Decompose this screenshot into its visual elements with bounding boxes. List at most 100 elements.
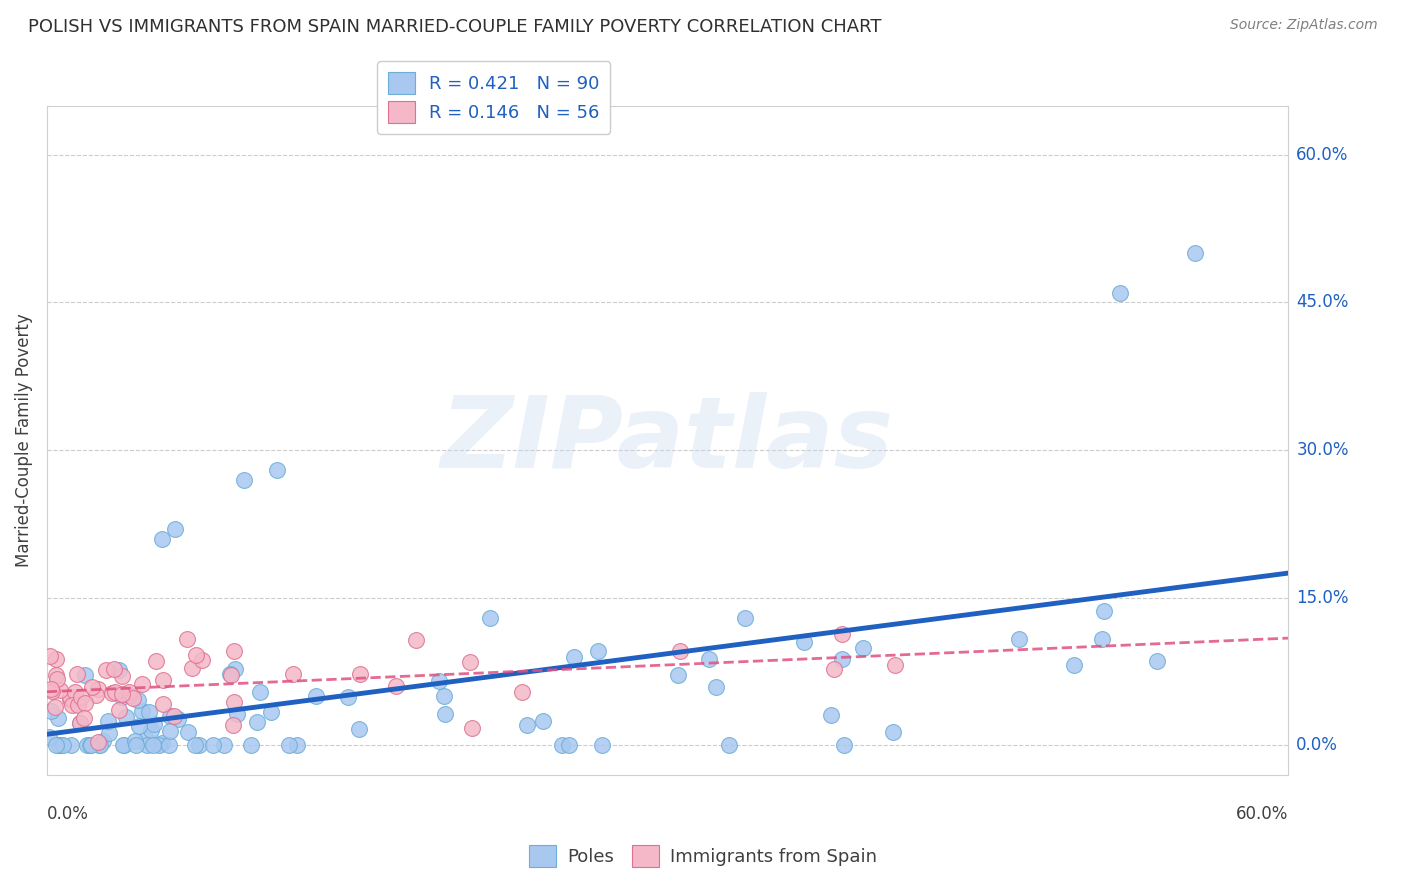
Text: 60.0%: 60.0%	[1296, 145, 1348, 164]
Point	[52, 739, 75, 753]
Point	[80, 739, 103, 753]
Point	[145, 654, 167, 668]
Point	[141, 723, 163, 738]
Point	[63, 685, 86, 699]
Point	[176, 632, 198, 647]
Point	[187, 739, 209, 753]
Point	[69, 716, 91, 731]
Point	[281, 666, 304, 681]
Point	[433, 707, 456, 722]
Point	[70, 690, 93, 704]
Point	[104, 685, 127, 699]
Point	[39, 704, 62, 718]
Point	[41, 682, 63, 697]
Point	[1008, 632, 1031, 647]
Point	[181, 661, 204, 675]
Point	[44, 699, 66, 714]
Point	[157, 739, 180, 753]
Y-axis label: Married-Couple Family Poverty: Married-Couple Family Poverty	[15, 313, 32, 567]
Point	[66, 698, 89, 712]
Point	[176, 725, 198, 739]
Point	[142, 739, 165, 753]
Point	[111, 690, 134, 705]
Point	[718, 739, 741, 753]
Point	[75, 696, 97, 710]
Text: 0.0%: 0.0%	[46, 805, 89, 823]
Point	[82, 680, 104, 694]
Point	[433, 689, 456, 703]
Text: 0.0%: 0.0%	[1296, 737, 1339, 755]
Text: ZIPatlas: ZIPatlas	[441, 392, 894, 489]
Point	[184, 739, 207, 753]
Point	[531, 714, 554, 729]
Point	[59, 690, 82, 704]
Point	[287, 739, 309, 753]
Point	[1146, 654, 1168, 668]
Point	[135, 732, 157, 747]
Point	[558, 739, 581, 753]
Point	[38, 730, 60, 744]
Point	[45, 652, 67, 666]
Point	[96, 663, 118, 677]
Point	[100, 686, 122, 700]
Point	[118, 688, 141, 702]
Point	[98, 726, 121, 740]
Point	[278, 739, 301, 753]
Point	[591, 739, 613, 753]
Point	[1184, 246, 1206, 260]
Point	[159, 724, 181, 739]
Point	[124, 739, 146, 753]
Point	[163, 709, 186, 723]
Point	[111, 669, 134, 683]
Point	[150, 736, 173, 750]
Point	[222, 717, 245, 731]
Point	[224, 662, 246, 676]
Point	[405, 633, 427, 648]
Point	[41, 683, 63, 698]
Point	[131, 705, 153, 719]
Point	[823, 662, 845, 676]
Point	[143, 717, 166, 731]
Point	[152, 673, 174, 687]
Point	[131, 676, 153, 690]
Point	[135, 739, 157, 753]
Point	[150, 532, 173, 546]
Point	[97, 714, 120, 728]
Point	[226, 707, 249, 722]
Point	[115, 710, 138, 724]
Point	[45, 739, 67, 753]
Point	[349, 666, 371, 681]
Point	[222, 695, 245, 709]
Point	[259, 705, 281, 719]
Point	[159, 708, 181, 723]
Point	[167, 712, 190, 726]
Point	[69, 715, 91, 730]
Point	[1063, 658, 1085, 673]
Point	[76, 739, 98, 753]
Point	[45, 667, 67, 681]
Point	[107, 703, 129, 717]
Point	[118, 685, 141, 699]
Point	[59, 691, 82, 706]
Point	[240, 739, 263, 753]
Legend: Poles, Immigrants from Spain: Poles, Immigrants from Spain	[522, 838, 884, 874]
Point	[266, 463, 288, 477]
Point	[84, 688, 107, 702]
Point	[697, 652, 720, 666]
Point	[128, 719, 150, 733]
Point	[59, 739, 82, 753]
Text: 15.0%: 15.0%	[1296, 589, 1348, 607]
Point	[91, 734, 114, 748]
Point	[127, 692, 149, 706]
Point	[111, 687, 134, 701]
Point	[46, 711, 69, 725]
Point	[233, 473, 256, 487]
Point	[49, 739, 72, 753]
Point	[1091, 632, 1114, 646]
Point	[152, 697, 174, 711]
Point	[384, 680, 406, 694]
Point	[562, 650, 585, 665]
Point	[305, 689, 328, 703]
Point	[87, 739, 110, 753]
Point	[510, 685, 533, 699]
